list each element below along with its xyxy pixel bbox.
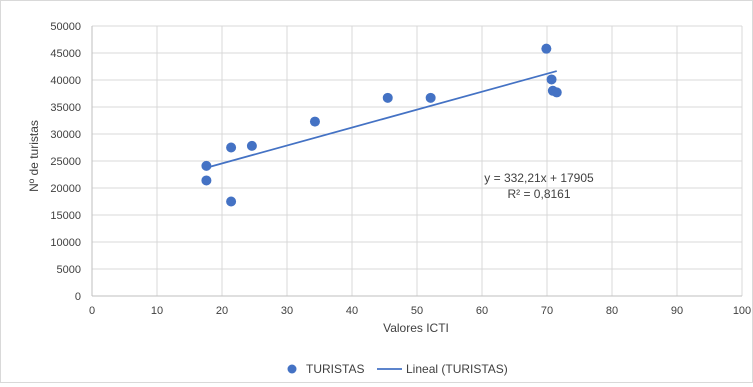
trendline-r-squared: R² = 0,8161 <box>507 187 570 201</box>
data-point <box>201 175 212 186</box>
data-point <box>246 140 257 151</box>
grid-lines <box>92 25 743 296</box>
y-tick-label: 0 <box>75 291 81 303</box>
x-tick-label: 10 <box>151 305 163 317</box>
y-tick-label: 50000 <box>50 21 81 33</box>
data-point <box>309 116 320 127</box>
x-axis-label: Valores ICTI <box>383 321 449 335</box>
x-tick-label: 30 <box>281 305 293 317</box>
x-tick-label: 50 <box>411 305 423 317</box>
data-point <box>201 160 212 171</box>
data-points <box>201 43 562 207</box>
data-point <box>425 92 436 103</box>
y-tick-label: 25000 <box>50 156 81 168</box>
x-tick-label: 100 <box>733 305 751 317</box>
data-point <box>546 74 557 85</box>
y-tick-label: 15000 <box>50 210 81 222</box>
y-tick-label: 5000 <box>57 264 81 276</box>
x-tick-label: 70 <box>541 305 553 317</box>
axes <box>91 26 742 297</box>
x-tick-label: 40 <box>346 305 358 317</box>
data-point <box>541 43 552 54</box>
x-tick-label: 80 <box>606 305 618 317</box>
trendline-group <box>206 70 557 169</box>
y-tick-label: 20000 <box>50 183 81 195</box>
data-point <box>226 196 237 207</box>
trendline <box>206 70 557 169</box>
y-tick-label: 40000 <box>50 75 81 87</box>
x-tick-label: 90 <box>671 305 683 317</box>
x-tick-labels: 0 10 20 30 40 50 60 70 80 90 100 <box>89 305 751 317</box>
trendline-equation: y = 332,21x + 17905 <box>484 171 594 185</box>
legend-label-turistas: TURISTAS <box>306 362 364 376</box>
legend-marker-turistas <box>287 364 297 374</box>
y-tick-label: 35000 <box>50 102 81 114</box>
x-tick-label: 0 <box>89 305 95 317</box>
x-tick-label: 60 <box>476 305 488 317</box>
y-tick-label: 45000 <box>50 48 81 60</box>
y-tick-label: 10000 <box>50 237 81 249</box>
data-point <box>226 142 237 153</box>
y-axis-label: Nº de turistas <box>27 120 41 192</box>
legend: TURISTAS Lineal (TURISTAS) <box>287 362 508 376</box>
y-tick-labels: 0 5000 10000 15000 20000 25000 30000 35000 40000… <box>50 21 81 303</box>
data-point <box>551 87 562 98</box>
x-tick-label: 20 <box>216 305 228 317</box>
data-point <box>382 92 393 103</box>
legend-label-trendline: Lineal (TURISTAS) <box>406 362 508 376</box>
y-tick-label: 30000 <box>50 129 81 141</box>
